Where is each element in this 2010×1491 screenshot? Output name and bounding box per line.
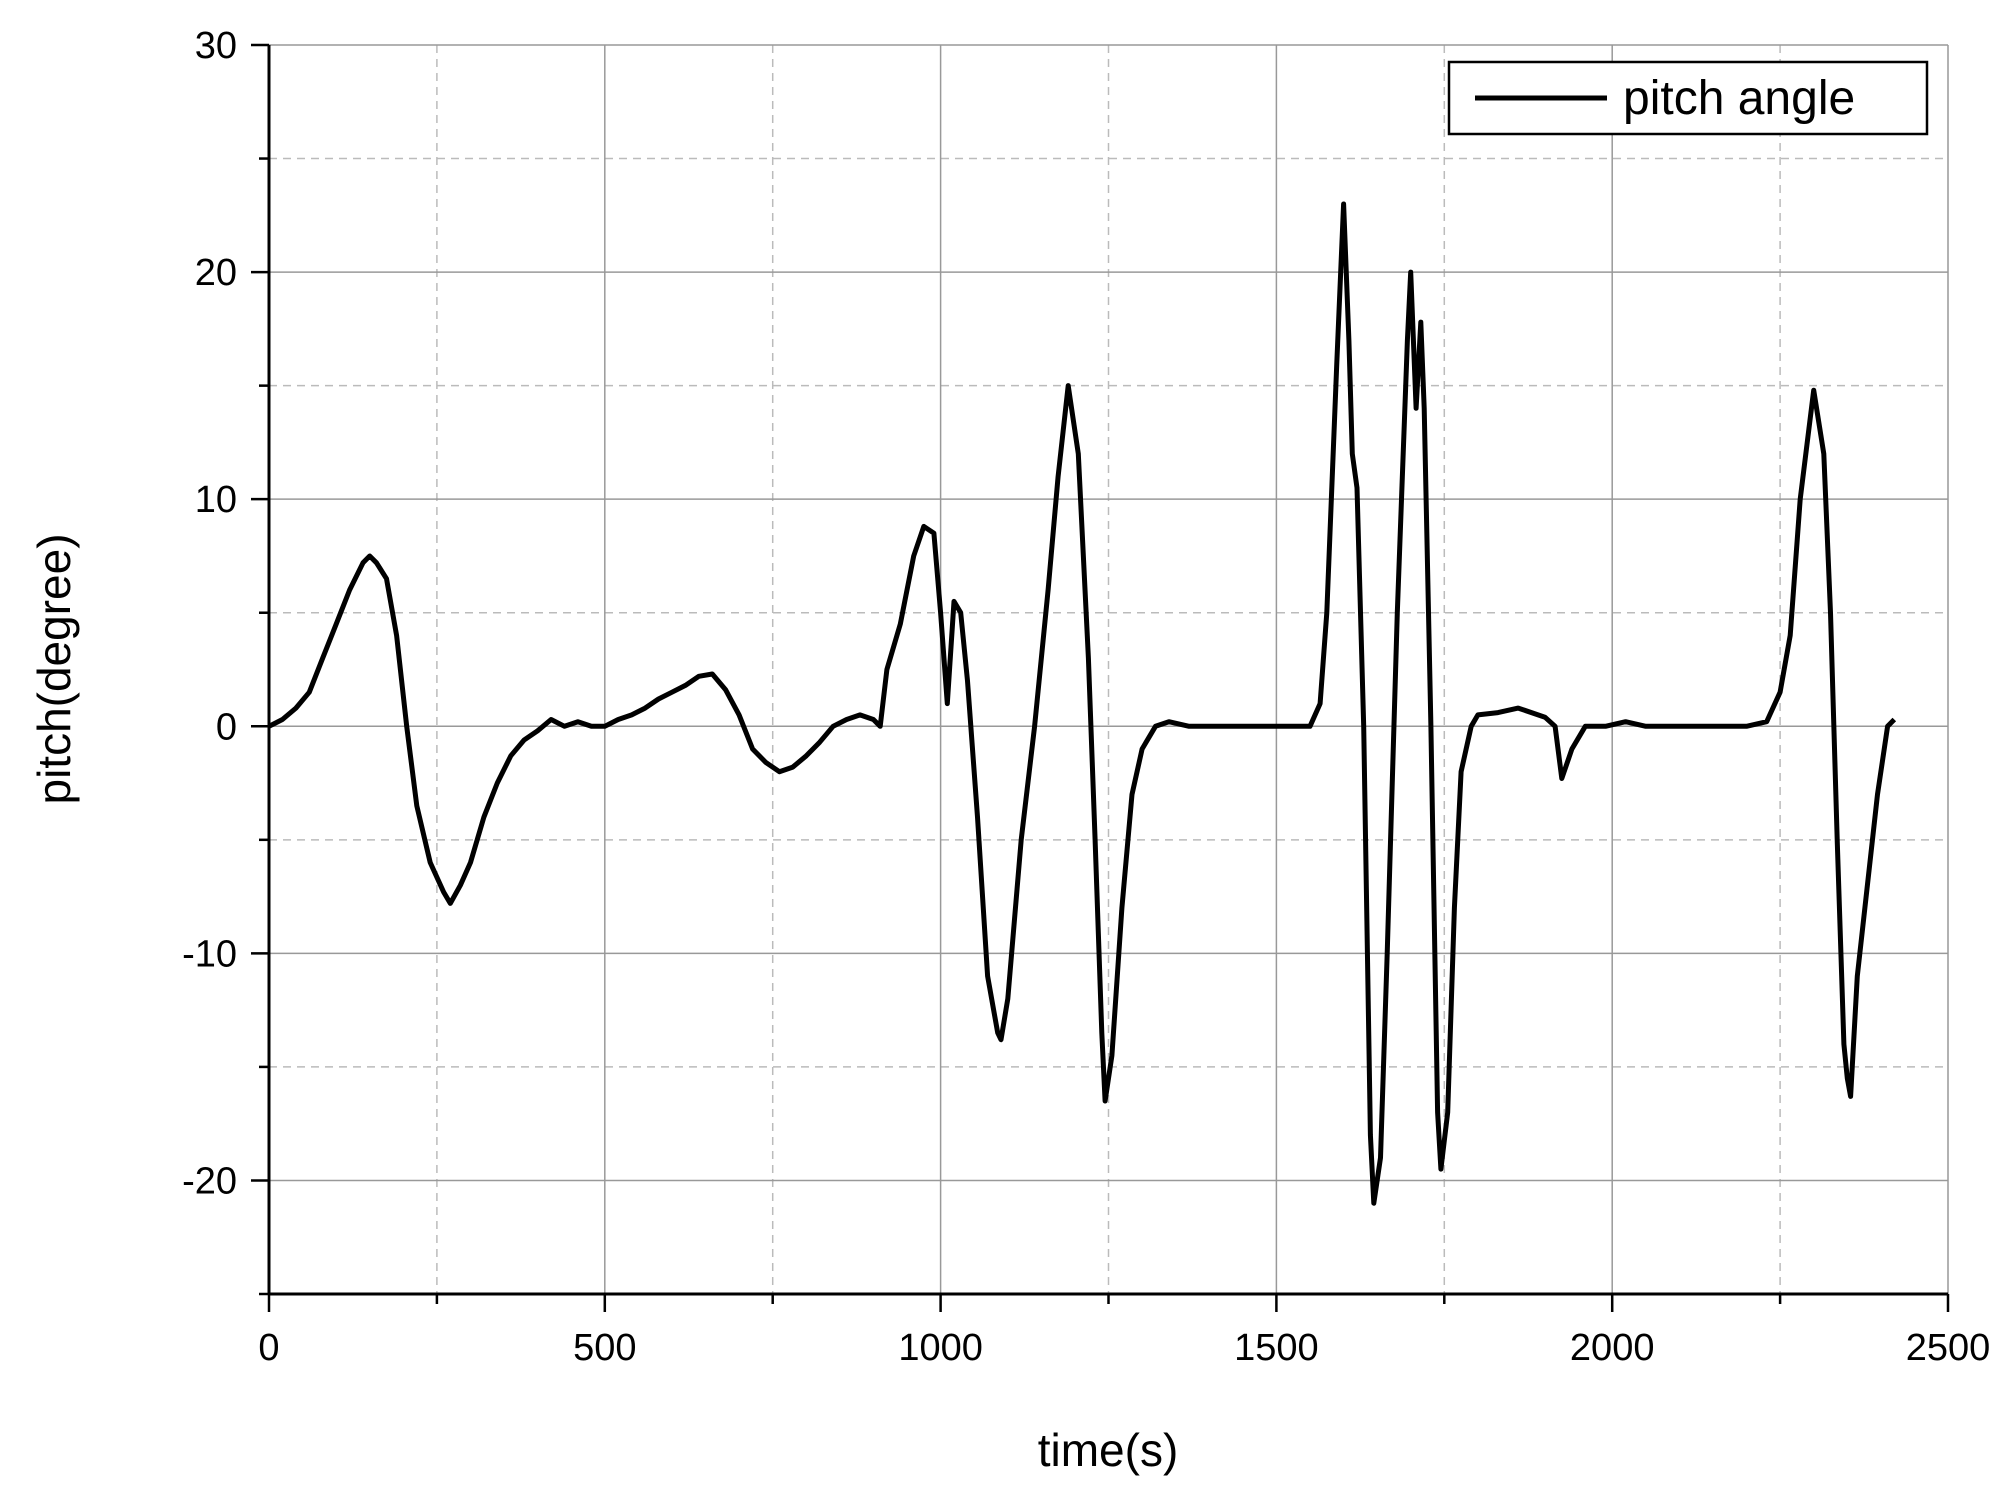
y-tick-label: 30 [195,25,237,67]
x-tick-label: 2500 [1906,1327,1991,1369]
x-tick-label: 0 [258,1327,279,1369]
x-tick-label: 500 [573,1327,636,1369]
y-tick-label: -20 [182,1160,237,1202]
data-line [267,201,1897,1206]
x-tick-label: 2000 [1570,1327,1655,1369]
x-tick-label: 1500 [1234,1327,1319,1369]
x-axis-label: time(s) [1038,1424,1179,1476]
y-tick-label: 10 [195,479,237,521]
legend-label: pitch angle [1623,72,1855,125]
y-tick-label: 0 [216,706,237,748]
x-tick-label: 1000 [898,1327,983,1369]
y-axis-label: pitch(degree) [28,533,80,804]
y-tick-label: -10 [182,933,237,975]
y-tick-label: 20 [195,252,237,294]
